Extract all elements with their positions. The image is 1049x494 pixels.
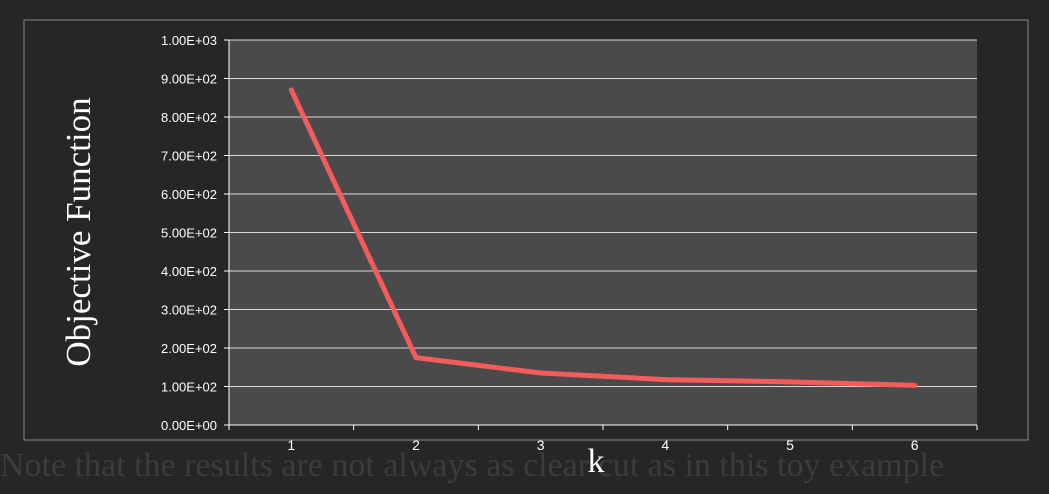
y-tick-label: 9.00E+02 bbox=[161, 72, 217, 87]
data-point bbox=[787, 379, 793, 385]
slide-caption: Note that the results are not always as … bbox=[0, 447, 945, 484]
x-tick-label: 1 bbox=[287, 437, 295, 453]
y-tick-label: 0.00E+00 bbox=[161, 418, 217, 433]
gridlines bbox=[224, 39, 977, 426]
data-point bbox=[288, 87, 294, 93]
axes bbox=[228, 40, 978, 430]
x-axis-label: k bbox=[588, 443, 605, 480]
x-axis-tick-labels: 1 2 3 4 5 6 bbox=[287, 437, 918, 453]
chart-border bbox=[23, 19, 1029, 441]
data-point bbox=[413, 355, 419, 361]
y-tick-label: 1.00E+03 bbox=[161, 33, 217, 48]
y-axis-label: Objective Function bbox=[59, 97, 98, 366]
x-tick-label: 5 bbox=[786, 437, 794, 453]
series-group bbox=[288, 87, 918, 388]
y-tick-label: 4.00E+02 bbox=[161, 264, 217, 279]
y-tick-label: 1.00E+02 bbox=[161, 380, 217, 395]
data-point bbox=[662, 377, 668, 383]
data-point bbox=[538, 370, 544, 376]
y-tick-label: 6.00E+02 bbox=[161, 187, 217, 202]
x-tick-label: 3 bbox=[537, 437, 545, 453]
y-tick-label: 3.00E+02 bbox=[161, 303, 217, 318]
y-tick-label: 5.00E+02 bbox=[161, 226, 217, 241]
x-tick-label: 6 bbox=[911, 437, 919, 453]
y-tick-label: 8.00E+02 bbox=[161, 110, 217, 125]
x-tick-label: 4 bbox=[661, 437, 669, 453]
y-axis-tick-labels: 0.00E+00 1.00E+02 2.00E+02 3.00E+02 4.00E+02… bbox=[161, 33, 217, 433]
y-tick-label: 2.00E+02 bbox=[161, 341, 217, 356]
data-point bbox=[912, 382, 918, 388]
y-tick-label: 7.00E+02 bbox=[161, 149, 217, 164]
x-tick-label: 2 bbox=[412, 437, 420, 453]
series-line bbox=[288, 87, 918, 388]
